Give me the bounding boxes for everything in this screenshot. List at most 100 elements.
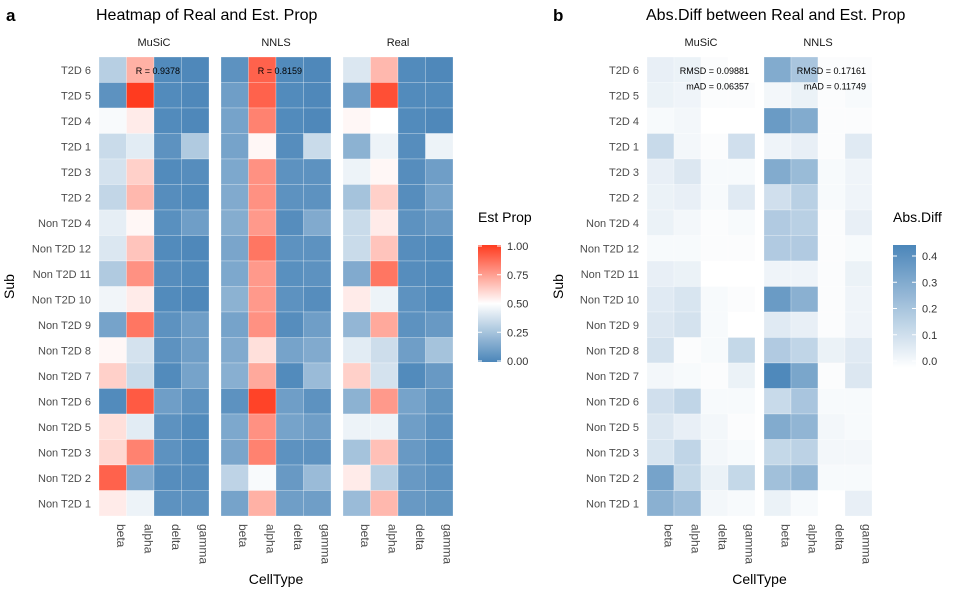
heatmap-cell — [646, 107, 675, 134]
heatmap-cell — [303, 184, 332, 211]
y-tick-label: T2D 2 — [61, 192, 91, 204]
heatmap-cell — [342, 311, 371, 338]
y-tick-label: Non T2D 12 — [32, 243, 91, 255]
heatmap-cell — [126, 311, 155, 338]
heatmap-cell — [673, 490, 702, 517]
heatmap-cell — [126, 286, 155, 313]
heatmap-cell — [220, 82, 249, 109]
heatmap-cell — [303, 337, 332, 364]
heatmap-cell — [397, 413, 426, 440]
heatmap-cell — [126, 439, 155, 466]
heatmap-cell — [844, 260, 873, 287]
heatmap-cell — [646, 413, 675, 440]
facet-label: NNLS — [261, 37, 290, 49]
heatmap-cell — [303, 413, 332, 440]
heatmap-cell — [220, 439, 249, 466]
x-tick-label: beta — [662, 524, 676, 548]
heatmap-cell — [673, 107, 702, 134]
heatmap-cell — [817, 107, 846, 134]
heatmap-cell — [248, 464, 277, 491]
heatmap-cell — [181, 107, 210, 134]
heatmap-cell — [763, 388, 792, 415]
heatmap-cell — [844, 235, 873, 262]
x-tick-label: delta — [833, 524, 847, 550]
x-axis-label: CellType — [249, 571, 304, 587]
heatmap-cell — [342, 362, 371, 389]
heatmap-cell — [844, 56, 873, 83]
heatmap-cell — [700, 362, 729, 389]
heatmap-cell — [700, 337, 729, 364]
heatmap-cell — [275, 311, 304, 338]
heatmap-cell — [727, 413, 756, 440]
heatmap-cell — [790, 388, 819, 415]
x-tick-label: gamma — [860, 524, 874, 564]
heatmap-cell — [425, 413, 454, 440]
heatmap-cell — [790, 82, 819, 109]
heatmap-cell — [126, 260, 155, 287]
heatmap-cell — [646, 388, 675, 415]
heatmap-cell — [275, 413, 304, 440]
heatmap-cell — [700, 158, 729, 185]
heatmap-cell — [844, 439, 873, 466]
heatmap-cell — [126, 56, 155, 83]
facet-label: NNLS — [803, 37, 832, 49]
heatmap-cell — [248, 184, 277, 211]
heatmap-cell — [153, 464, 182, 491]
heatmap-cell — [275, 235, 304, 262]
heatmap-cell — [646, 235, 675, 262]
heatmap-cell — [342, 490, 371, 517]
y-tick-label: T2D 1 — [61, 141, 91, 153]
heatmap-cell — [673, 184, 702, 211]
heatmap-cell — [98, 362, 127, 389]
y-tick-label: Non T2D 11 — [33, 269, 91, 281]
heatmap-cell — [153, 184, 182, 211]
heatmap-cell — [844, 464, 873, 491]
heatmap-cell — [673, 311, 702, 338]
heatmap-cell — [700, 286, 729, 313]
heatmap-cell — [727, 260, 756, 287]
heatmap-cell — [397, 235, 426, 262]
heatmap-cell — [220, 362, 249, 389]
heatmap-cell — [126, 413, 155, 440]
heatmap-cell — [817, 184, 846, 211]
legend-tick-label: 0.50 — [507, 299, 528, 311]
heatmap-cell — [275, 133, 304, 160]
heatmap-cell — [844, 107, 873, 134]
heatmap-cell — [153, 337, 182, 364]
heatmap-cell — [727, 209, 756, 236]
y-tick-label: Non T2D 3 — [38, 447, 91, 459]
heatmap-cell — [275, 56, 304, 83]
heatmap-cell — [370, 439, 399, 466]
y-tick-label: Non T2D 7 — [38, 371, 91, 383]
heatmap-cell — [153, 107, 182, 134]
heatmap-cell — [673, 260, 702, 287]
heatmap-cell — [98, 260, 127, 287]
heatmap-cell — [397, 439, 426, 466]
heatmap-cell — [342, 337, 371, 364]
heatmap-cell — [275, 209, 304, 236]
heatmap-cell — [181, 388, 210, 415]
heatmap-cell — [303, 56, 332, 83]
heatmap-cell — [153, 311, 182, 338]
heatmap-cell — [220, 388, 249, 415]
heatmap-cell — [220, 56, 249, 83]
heatmap-cell — [248, 286, 277, 313]
y-tick-label: Non T2D 6 — [586, 396, 639, 408]
x-tick-label: alpha — [263, 524, 277, 554]
heatmap-cell — [370, 184, 399, 211]
heatmap-cell — [844, 490, 873, 517]
heatmap-cell — [275, 260, 304, 287]
heatmap-cell — [727, 311, 756, 338]
heatmap-cell — [790, 56, 819, 83]
panel-a-letter: a — [6, 6, 16, 25]
heatmap-cell — [646, 184, 675, 211]
heatmap-cell — [181, 184, 210, 211]
heatmap-cell — [342, 413, 371, 440]
legend-tick-label: 0.3 — [922, 277, 937, 289]
heatmap-cell — [181, 158, 210, 185]
heatmap-cell — [844, 209, 873, 236]
heatmap-cell — [790, 209, 819, 236]
heatmap-cell — [646, 439, 675, 466]
heatmap-cell — [220, 158, 249, 185]
heatmap-cell — [727, 107, 756, 134]
